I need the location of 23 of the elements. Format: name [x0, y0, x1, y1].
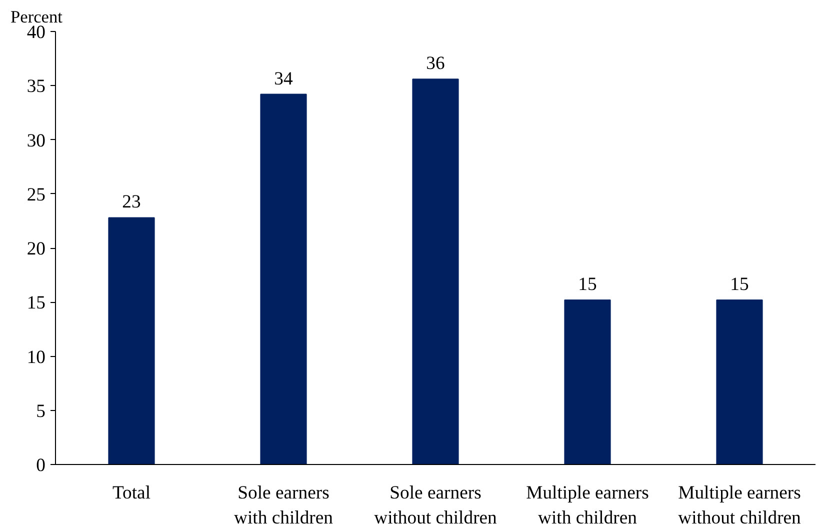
x-tick-label: Sole earners with children	[234, 482, 334, 529]
x-tick-label: Multiple earners with children	[526, 482, 649, 529]
bar	[564, 299, 611, 464]
bar	[108, 217, 155, 464]
data-label: 15	[578, 274, 597, 295]
y-tick-label: 30	[26, 130, 46, 152]
x-tick-label: Multiple earners without children	[678, 482, 802, 529]
y-tick-label: 15	[26, 292, 46, 314]
data-label: 36	[426, 53, 445, 74]
data-label: 15	[730, 274, 749, 295]
y-tick-label: 25	[26, 184, 46, 206]
bar	[412, 78, 459, 464]
y-tick-label: 0	[36, 455, 46, 476]
x-tick-label: Total	[112, 482, 151, 504]
bar	[260, 94, 307, 464]
data-label: 23	[122, 192, 141, 213]
y-tick-label: 5	[36, 400, 46, 422]
bar	[716, 299, 763, 464]
y-tick-label: 20	[26, 238, 46, 260]
data-label: 34	[274, 68, 294, 90]
y-tick-label: 35	[26, 76, 46, 98]
x-tick-label: Sole earners without children	[374, 482, 498, 529]
y-tick-label: 10	[26, 346, 46, 368]
